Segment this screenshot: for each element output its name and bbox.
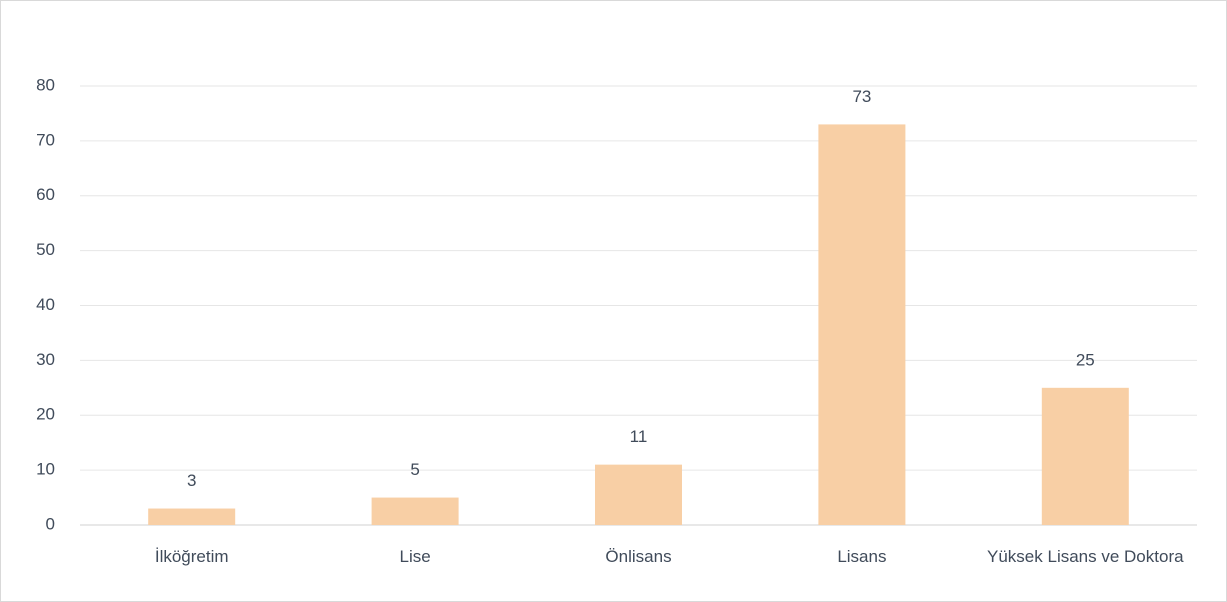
y-tick-label: 0 xyxy=(46,514,55,533)
data-label: 3 xyxy=(187,471,196,490)
y-tick-label: 70 xyxy=(36,130,55,149)
x-tick-label: Lisans xyxy=(837,547,887,566)
data-label: 73 xyxy=(852,87,871,106)
data-label: 25 xyxy=(1076,350,1095,369)
y-tick-label: 80 xyxy=(36,75,55,94)
bar xyxy=(148,508,236,525)
x-tick-label: Önlisans xyxy=(605,547,672,566)
y-tick-label: 60 xyxy=(36,185,55,204)
data-label: 5 xyxy=(410,460,419,479)
x-tick-label: Yüksek Lisans ve Doktora xyxy=(987,547,1184,566)
x-tick-label: Lise xyxy=(399,547,431,566)
data-label: 11 xyxy=(630,427,648,446)
bar xyxy=(818,124,906,525)
y-tick-label: 10 xyxy=(36,460,55,479)
y-tick-label: 50 xyxy=(36,240,55,259)
y-tick-label: 20 xyxy=(36,405,55,424)
bar xyxy=(371,497,459,525)
y-tick-label: 40 xyxy=(36,295,55,314)
y-tick-label: 30 xyxy=(36,350,55,369)
bar xyxy=(595,464,682,525)
bar xyxy=(1041,387,1129,525)
x-tick-label: İlköğretim xyxy=(154,547,229,566)
